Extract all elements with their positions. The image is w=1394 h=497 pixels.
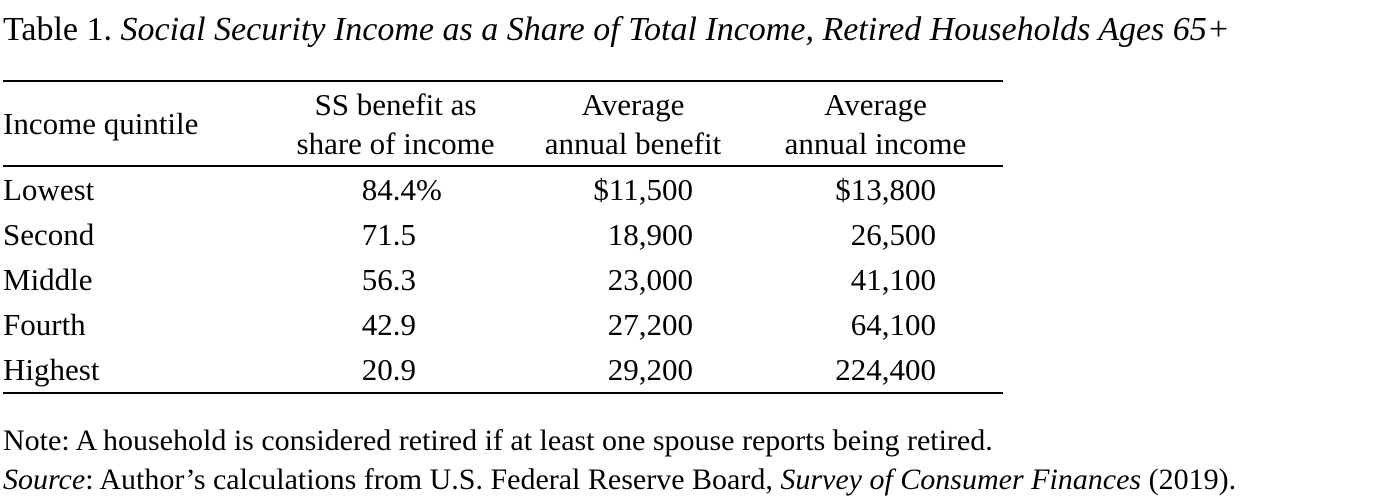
table-title: Table 1. Social Security Income as a Sha… <box>3 8 1230 52</box>
cell-income: 41,100 <box>850 262 936 297</box>
cell-income: 224,400 <box>748 347 1003 394</box>
column-header-line: SS benefit as <box>314 86 477 122</box>
source-text: Source: Author’s calculations from U.S. … <box>3 460 1236 497</box>
table-row: Fourth 42.9 27,200 64,100 <box>3 302 1003 347</box>
column-header-line: annual benefit <box>544 125 722 161</box>
share-value: 42.9 <box>361 307 416 342</box>
cell-benefit: 23,000 <box>607 262 693 297</box>
note-line: Note: A household is considered retired … <box>3 424 993 457</box>
cell-quintile: Fourth <box>3 307 86 342</box>
column-header-average-annual-benefit: Average annual benefit <box>518 81 748 167</box>
cell-benefit: 18,900 <box>607 217 693 252</box>
table-row: Lowest 84.4% $11,500 $13,800 <box>3 166 1003 212</box>
column-header-line: Average <box>581 86 685 122</box>
table-title-prefix: Table 1. <box>3 11 121 48</box>
source-middle: : Author’s calculations from U.S. Federa… <box>85 463 781 496</box>
cell-benefit: $11,500 <box>593 172 693 207</box>
data-table: Income quintile SS benefit as share of i… <box>3 80 1003 394</box>
table-row: Middle 56.3 23,000 41,100 <box>3 257 1003 302</box>
share-value: 71.5 <box>361 217 416 252</box>
cell-share: 56.3 <box>273 257 518 302</box>
source-publication: Survey of Consumer Finances <box>780 463 1142 496</box>
column-header-ss-benefit-share: SS benefit as share of income <box>273 81 518 167</box>
cell-benefit: 27,200 <box>607 307 693 342</box>
share-value: 84.4 <box>361 172 416 207</box>
table-row: Second 71.5 18,900 26,500 <box>3 212 1003 257</box>
cell-quintile: Middle <box>3 262 93 297</box>
cell-income: 26,500 <box>850 217 936 252</box>
cell-quintile: Highest <box>3 347 273 394</box>
cell-share: 42.9 <box>273 302 518 347</box>
cell-quintile: Lowest <box>3 172 95 207</box>
table-row: Highest 20.9 29,200 224,400 <box>3 347 1003 394</box>
cell-income: 64,100 <box>850 307 936 342</box>
column-header-line: annual income <box>784 125 967 161</box>
cell-share: 71.5 <box>273 212 518 257</box>
share-value: 20.9 <box>361 352 416 387</box>
source-label: Source <box>3 463 86 496</box>
column-header-line: Average <box>824 86 927 122</box>
source-end: (2019). <box>1141 463 1237 496</box>
column-header-line: share of income <box>296 125 495 161</box>
cell-income: $13,800 <box>835 172 936 207</box>
column-header-average-annual-income: Average annual income <box>748 81 1003 167</box>
notes-block: Note: A household is considered retired … <box>3 421 1236 497</box>
header-row: Income quintile SS benefit as share of i… <box>3 81 1003 167</box>
column-header-income-quintile: Income quintile <box>3 81 273 167</box>
share-value: 56.3 <box>361 262 416 297</box>
cell-share: 20.9 <box>273 347 518 394</box>
table-title-italic: Social Security Income as a Share of Tot… <box>120 11 1230 48</box>
cell-benefit: 29,200 <box>518 347 748 394</box>
note-text: Note: A household is considered retired … <box>3 421 1236 460</box>
cell-quintile: Second <box>3 217 95 252</box>
cell-share: 84.4% <box>361 172 442 207</box>
